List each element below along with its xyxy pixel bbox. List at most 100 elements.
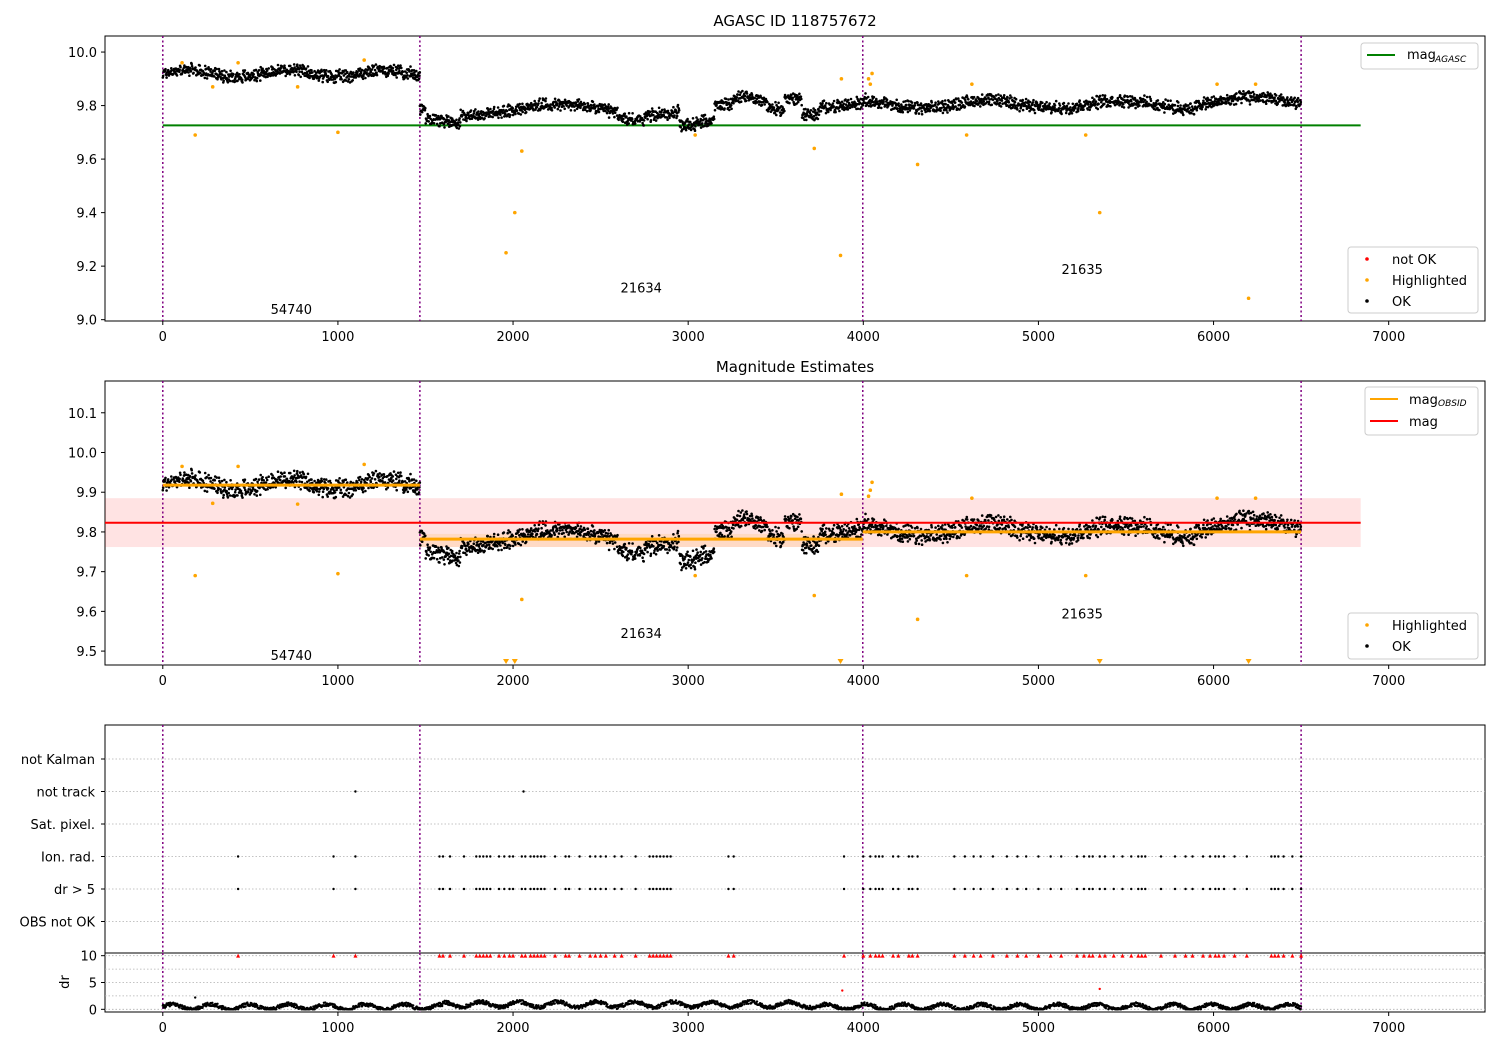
ok-point	[781, 540, 785, 544]
ok-point	[880, 106, 883, 110]
ok-point	[550, 109, 554, 112]
ok-point	[701, 122, 704, 125]
ok-point	[1118, 94, 1122, 97]
ok-point	[304, 475, 308, 479]
ok-point	[234, 488, 237, 492]
ok-point	[331, 487, 335, 490]
ok-point	[199, 71, 202, 75]
ok-point	[750, 93, 754, 96]
highlighted-point	[1097, 210, 1102, 215]
highlighted-point	[362, 58, 366, 62]
ok-point	[745, 92, 749, 95]
ok-point	[695, 116, 698, 119]
ok-point	[991, 98, 995, 102]
ok-point	[556, 103, 559, 106]
ok-point	[255, 494, 259, 497]
ok-point	[791, 519, 795, 522]
ok-point	[1045, 100, 1048, 104]
ok-point	[487, 109, 490, 112]
ok-point	[723, 535, 726, 538]
ok-point	[1145, 100, 1148, 104]
ok-point	[356, 71, 359, 74]
ok-point	[812, 535, 815, 538]
highlighted-point	[970, 82, 974, 86]
ok-point	[533, 530, 537, 533]
ok-point	[617, 118, 620, 122]
ok-point	[1067, 102, 1070, 105]
ok-point	[424, 534, 427, 538]
ok-point	[703, 544, 707, 548]
ok-point	[1182, 113, 1185, 117]
ok-point	[322, 75, 326, 78]
ok-point	[428, 114, 432, 118]
ok-point	[736, 514, 739, 517]
ok-point	[654, 553, 658, 556]
ok-point	[845, 524, 849, 528]
ok-point	[808, 541, 812, 544]
ok-point	[413, 71, 416, 74]
ok-point	[866, 95, 870, 99]
ok-point	[800, 97, 803, 101]
ok-point	[266, 487, 269, 491]
ok-point	[1164, 98, 1167, 101]
ok-point	[459, 555, 462, 559]
ok-point	[1234, 102, 1238, 106]
ok-point	[225, 489, 228, 493]
ok-point	[825, 527, 828, 530]
ok-point	[816, 550, 820, 554]
ok-point	[292, 63, 296, 66]
ok-point	[313, 479, 316, 483]
ok-point	[710, 122, 713, 125]
ok-point	[412, 69, 416, 72]
ok-point	[617, 551, 620, 555]
ok-point	[170, 69, 173, 72]
ok-point	[536, 529, 540, 533]
ok-point	[207, 66, 210, 69]
ok-point	[232, 72, 235, 76]
ok-point	[438, 124, 441, 128]
ok-point	[644, 548, 647, 552]
ok-point	[880, 534, 883, 537]
ok-point	[491, 547, 495, 551]
ok-point	[474, 108, 477, 111]
ok-point	[500, 548, 503, 552]
ok-point	[897, 527, 900, 531]
ok-point	[398, 479, 401, 483]
ok-point	[766, 109, 770, 113]
ok-point	[712, 115, 716, 118]
ok-point	[1252, 93, 1256, 96]
ok-point	[367, 486, 370, 490]
x-tick-label: 6000	[1197, 330, 1230, 345]
ok-point	[972, 95, 976, 99]
ok-point	[1134, 106, 1137, 110]
ok-point	[217, 67, 221, 71]
ok-point	[339, 488, 343, 492]
ok-point	[553, 106, 556, 109]
ok-point	[1048, 102, 1051, 105]
ok-point	[1296, 96, 1300, 100]
ok-point	[470, 550, 474, 553]
ok-point	[192, 71, 195, 75]
ok-point	[550, 106, 553, 110]
ok-point	[743, 513, 746, 516]
ok-point	[610, 106, 613, 109]
ok-point	[236, 494, 239, 497]
ok-point	[161, 488, 165, 492]
ok-point	[792, 525, 795, 528]
ok-point	[840, 525, 844, 528]
ok-point	[712, 547, 716, 550]
ok-point	[945, 108, 948, 112]
ok-point	[1060, 112, 1063, 116]
ok-point	[744, 99, 748, 102]
ok-point	[990, 103, 994, 107]
ok-point	[803, 118, 806, 122]
ok-point	[247, 490, 250, 494]
ok-point	[796, 515, 799, 519]
ok-point	[800, 530, 803, 533]
ok-point	[515, 109, 519, 112]
ok-point	[675, 546, 679, 549]
ok-point	[259, 473, 263, 477]
ok-point	[713, 527, 716, 531]
ok-point	[489, 107, 492, 111]
ok-point	[821, 102, 824, 105]
